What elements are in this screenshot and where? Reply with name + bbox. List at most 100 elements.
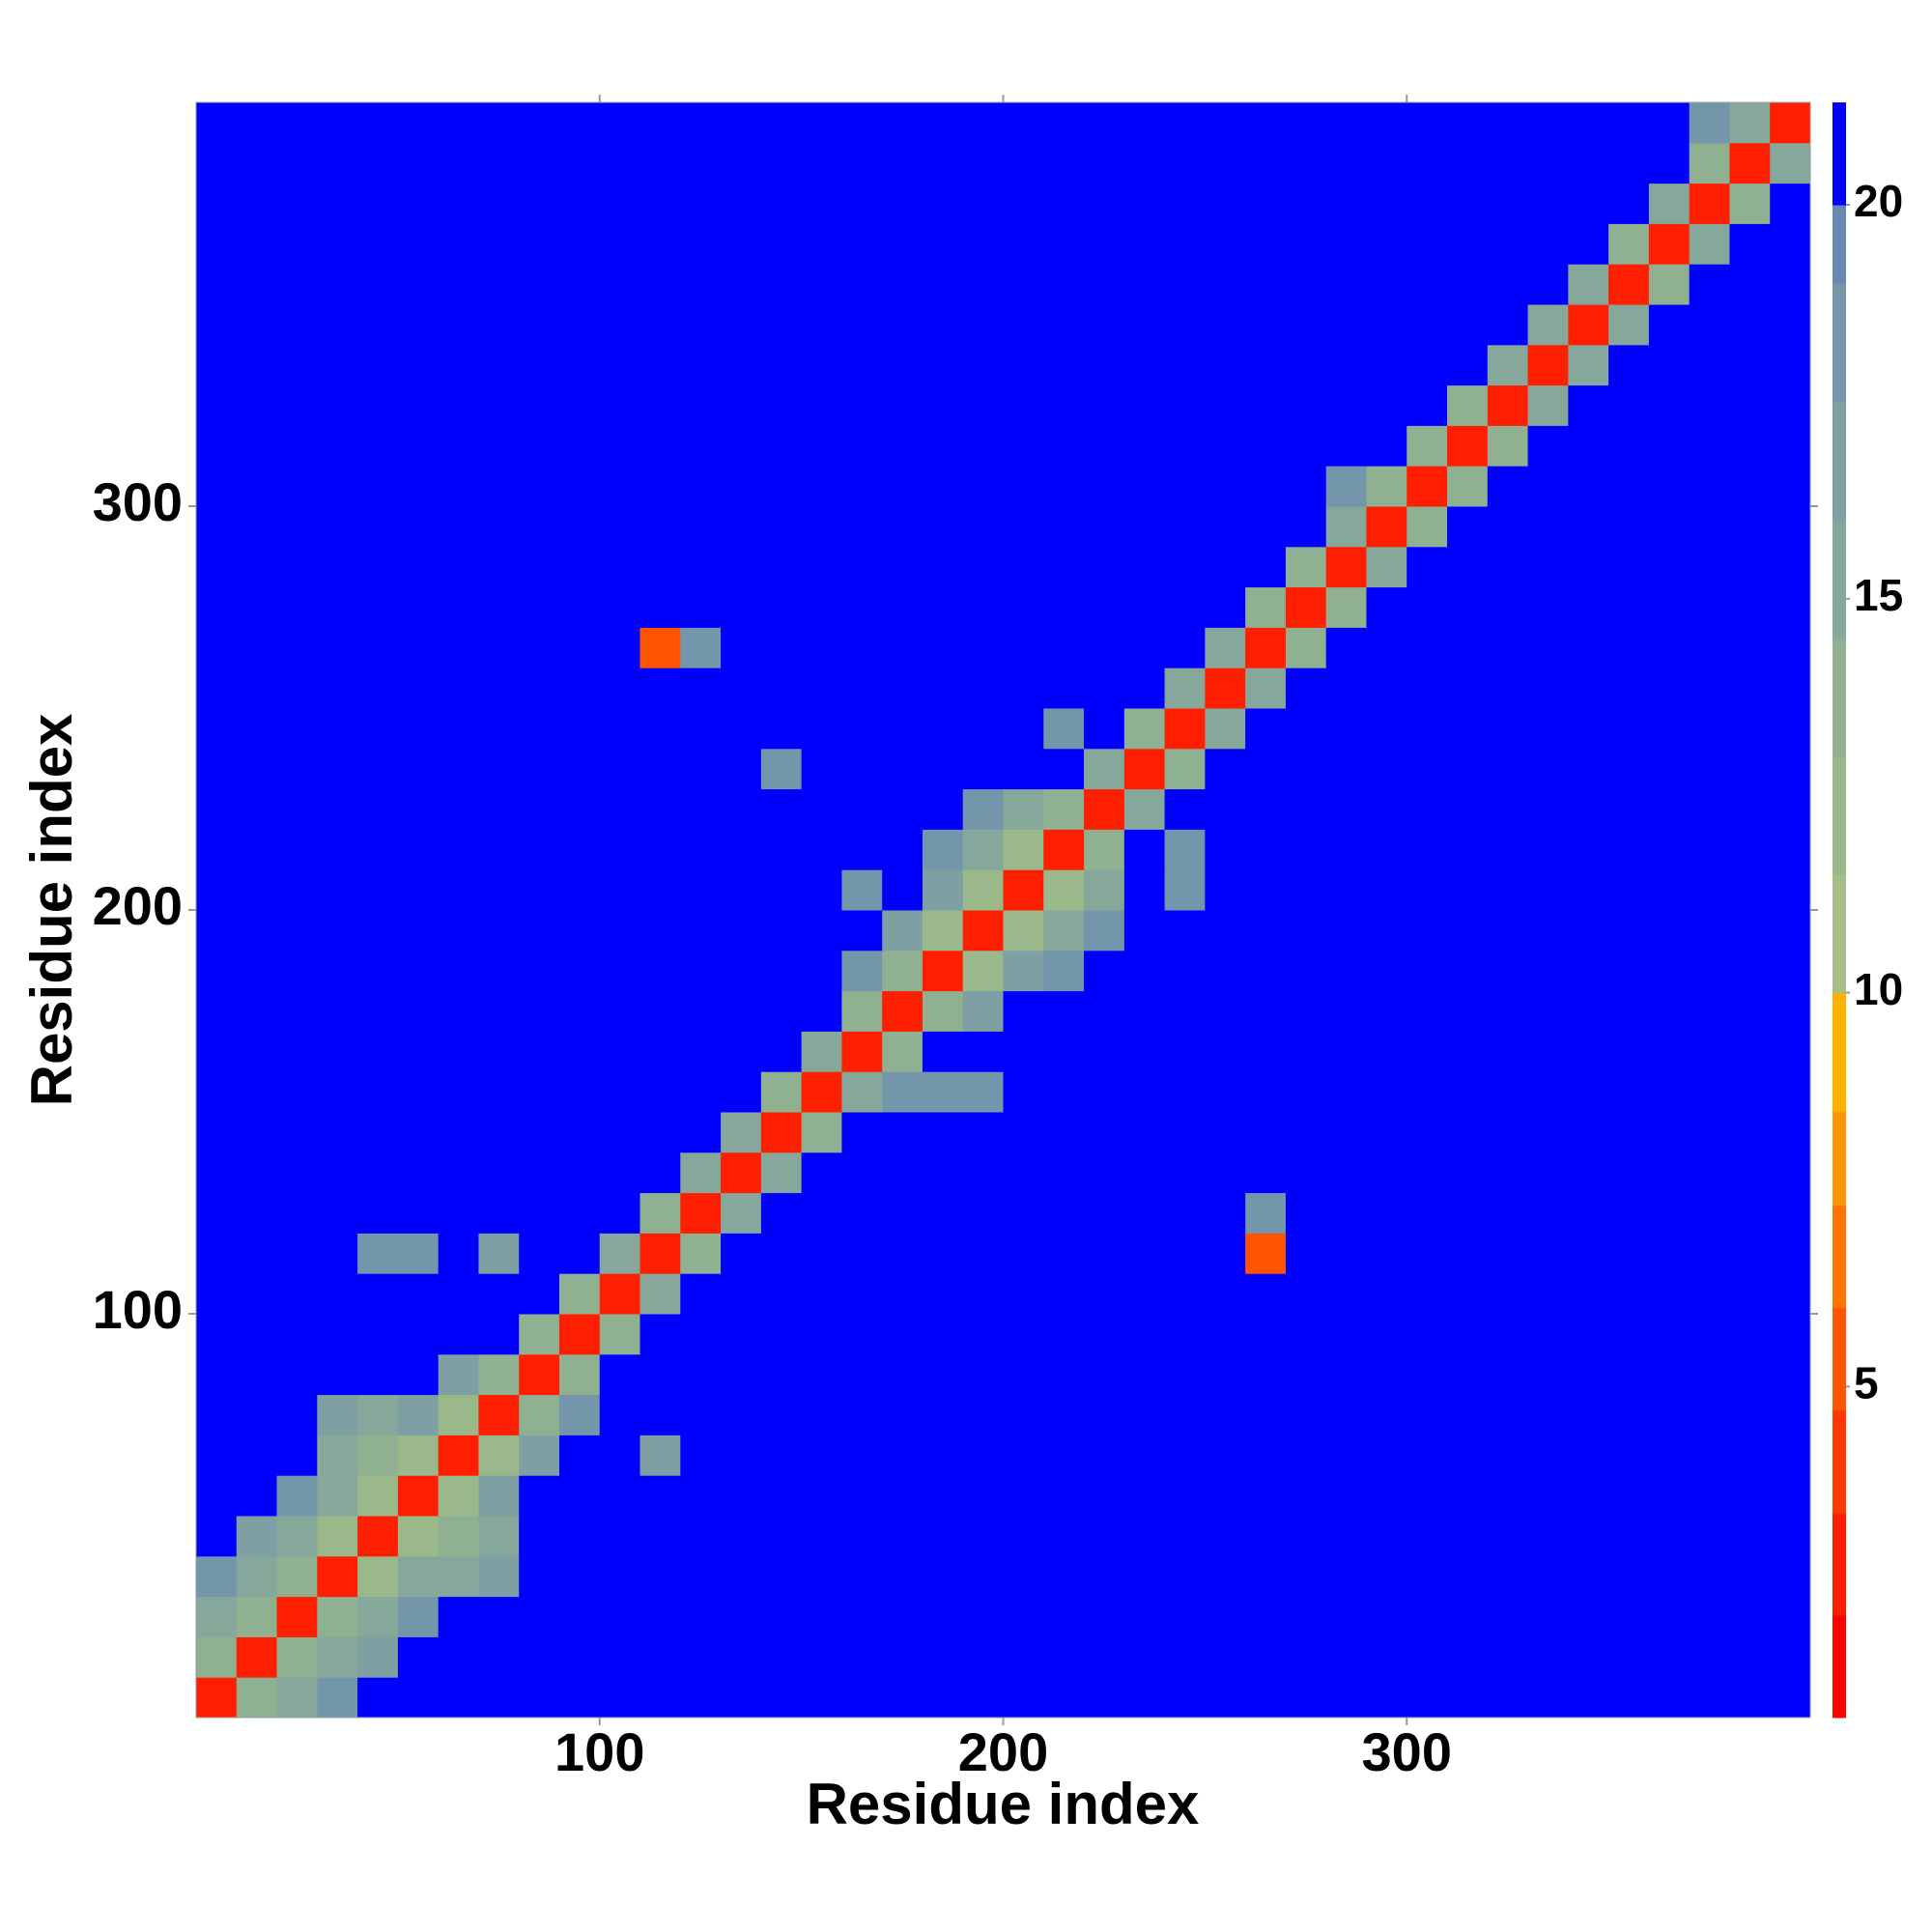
heatmap-cell (1325, 102, 1367, 144)
heatmap-cell (1729, 829, 1771, 870)
heatmap-cell (680, 910, 722, 952)
heatmap-cell (1487, 183, 1529, 224)
heatmap-cell (1325, 344, 1367, 386)
heatmap-cell (599, 142, 641, 185)
heatmap-cell (760, 1435, 803, 1476)
heatmap-cell (1285, 1031, 1327, 1072)
heatmap-cell (357, 1031, 399, 1072)
heatmap-cell (1648, 1112, 1690, 1153)
colorbar-tick-label: 20 (1854, 176, 1903, 226)
heatmap-cell (922, 1555, 964, 1598)
heatmap-cell (196, 1071, 238, 1113)
heatmap-cell (1003, 586, 1044, 628)
heatmap-cell (1205, 1555, 1246, 1598)
heatmap-cell (1285, 102, 1327, 144)
heatmap-cell (680, 788, 722, 830)
heatmap-cell (841, 1596, 883, 1637)
heatmap-cell (317, 1555, 358, 1598)
heatmap-cell (1527, 304, 1569, 346)
heatmap-cell (599, 668, 641, 709)
heatmap-cell (1164, 1596, 1206, 1637)
heatmap-cell (760, 829, 803, 870)
heatmap-cell (1608, 1475, 1650, 1517)
colorbar-band (1833, 1409, 1846, 1514)
colorbar-band (1833, 102, 1846, 206)
heatmap-cell (962, 829, 1004, 870)
heatmap-cell (1003, 384, 1044, 426)
heatmap-cell (1285, 869, 1327, 911)
heatmap-cell (1245, 183, 1287, 224)
heatmap-cell (1245, 586, 1287, 628)
heatmap-cell (1608, 1435, 1650, 1476)
heatmap-cell (1366, 1071, 1407, 1113)
heatmap-cell (1245, 1516, 1287, 1557)
heatmap-cell (1648, 748, 1690, 790)
heatmap-cell (680, 183, 722, 224)
heatmap-cell (1366, 142, 1407, 185)
heatmap-cell (922, 1435, 964, 1476)
heatmap-cell (1003, 788, 1044, 830)
heatmap-cell (922, 1071, 964, 1113)
heatmap-cell (317, 304, 358, 346)
heatmap-cell (1689, 910, 1730, 952)
heatmap-cell (1123, 546, 1166, 588)
heatmap-cell (841, 1475, 883, 1517)
heatmap-cell (922, 668, 964, 709)
heatmap-cell (801, 1475, 842, 1517)
heatmap-cell (1325, 506, 1367, 548)
heatmap-cell (1003, 1394, 1044, 1435)
heatmap-cell (1245, 304, 1287, 346)
heatmap-cell (1568, 708, 1609, 750)
heatmap-cell (760, 990, 803, 1032)
heatmap-cell (357, 506, 399, 548)
heatmap-cell (397, 627, 440, 668)
heatmap-cell (357, 1151, 399, 1194)
heatmap-cell (680, 1516, 722, 1557)
heatmap-cell (922, 1475, 964, 1517)
heatmap-cell (1245, 1314, 1287, 1355)
heatmap-cell (639, 344, 681, 386)
heatmap-cell (317, 1475, 358, 1517)
heatmap-cell (317, 788, 358, 830)
heatmap-cell (1084, 1475, 1125, 1517)
heatmap-cell (397, 788, 440, 830)
heatmap-cell (841, 668, 883, 709)
heatmap-cell (599, 1192, 641, 1234)
heatmap-cell (1325, 1435, 1367, 1476)
heatmap-cell (478, 1233, 520, 1274)
heatmap-cell (1245, 748, 1287, 790)
heatmap-cell (1003, 829, 1044, 870)
heatmap-cell (357, 304, 399, 346)
heatmap-cell (1527, 586, 1569, 628)
heatmap-cell (1043, 869, 1085, 911)
heatmap-cell (1487, 1151, 1529, 1194)
heatmap-cell (519, 950, 560, 992)
heatmap-cell (317, 586, 358, 628)
heatmap-cell (1568, 142, 1609, 185)
heatmap-cell (558, 1475, 601, 1517)
heatmap-cell (438, 102, 479, 144)
heatmap-cell (1487, 546, 1529, 588)
heatmap-cell (236, 1071, 278, 1113)
heatmap-cell (1608, 1151, 1650, 1194)
heatmap-cell (1084, 223, 1125, 265)
heatmap-cell (1447, 1192, 1489, 1234)
heatmap-cell (1285, 304, 1327, 346)
heatmap-cell (1689, 1596, 1730, 1637)
heatmap-cell (317, 142, 358, 185)
heatmap-cell (1084, 586, 1125, 628)
heatmap-cell (478, 1435, 520, 1476)
heatmap-cell (397, 1435, 440, 1476)
heatmap-cell (1568, 1394, 1609, 1435)
heatmap-cell (276, 1555, 318, 1598)
heatmap-cell (317, 1151, 358, 1194)
heatmap-cell (1447, 183, 1489, 224)
heatmap-cell (1648, 1071, 1690, 1113)
x-tick-label: 100 (554, 1721, 644, 1782)
heatmap-cell (841, 1394, 883, 1435)
heatmap-cell (1164, 910, 1206, 952)
heatmap-cell (1164, 1112, 1206, 1153)
heatmap-cell (1366, 425, 1407, 467)
heatmap-cell (1164, 183, 1206, 224)
heatmap-cell (196, 506, 238, 548)
